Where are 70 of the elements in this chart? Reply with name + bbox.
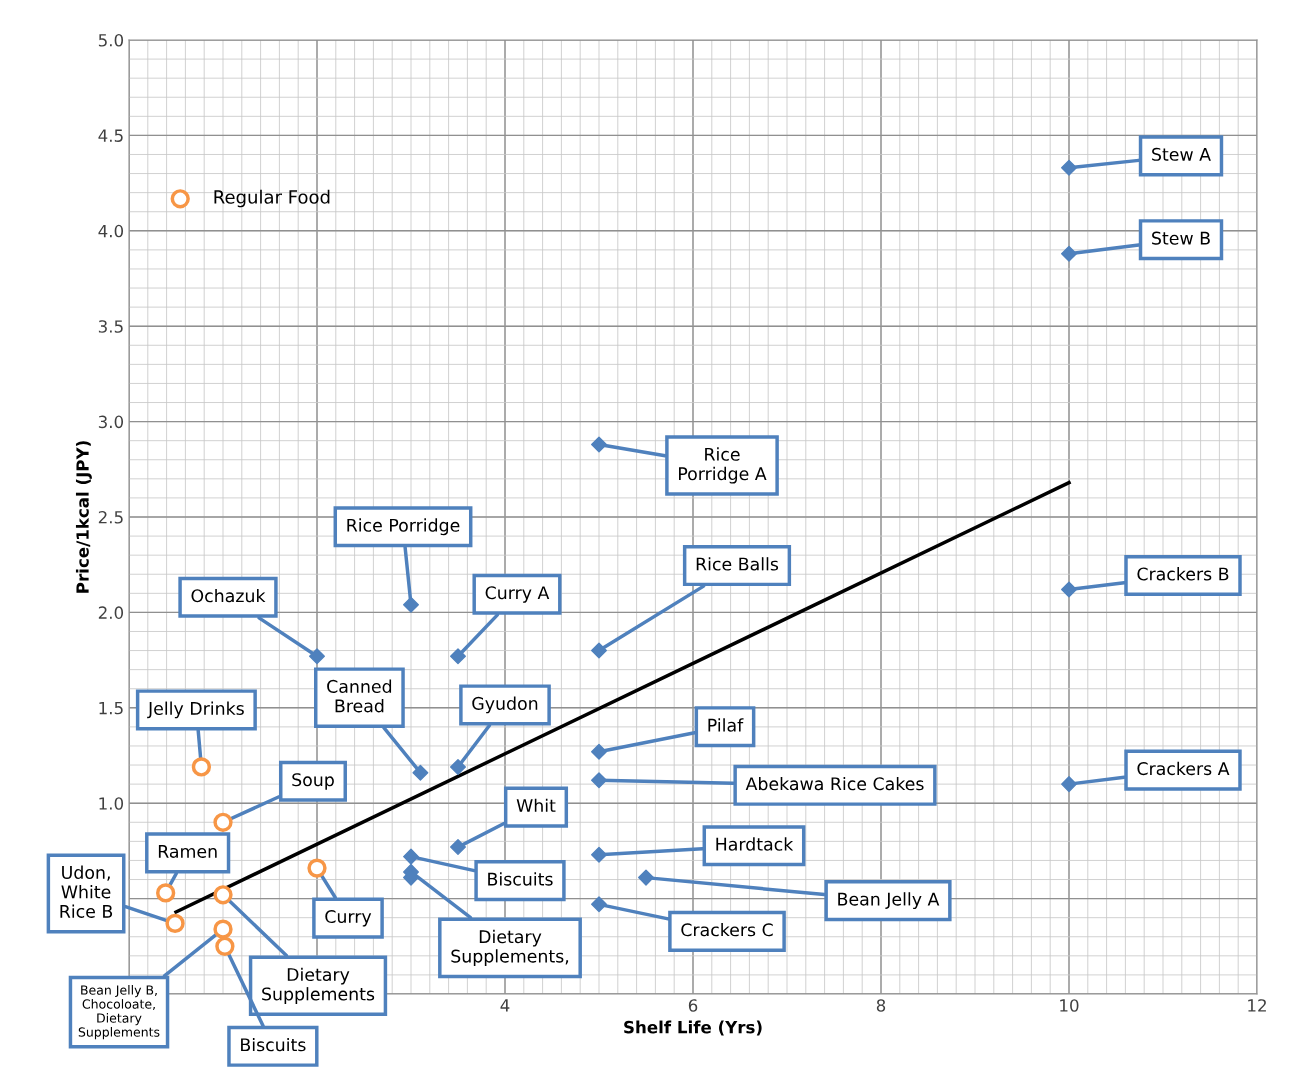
point [215,936,235,956]
point [412,764,429,781]
point [309,648,325,665]
annotation: Crackers B [1137,567,1229,581]
point [307,858,327,878]
annotation: Abekawa Rice Cakes [745,776,924,791]
point [213,812,233,832]
annotation: Crackers C [681,922,773,937]
point [213,919,233,939]
point [591,772,607,789]
annotation: Curry A [485,586,550,603]
annotation: Rice Porridge A [679,447,767,484]
point [591,896,607,913]
annotation: Rice Balls [696,557,779,571]
point [450,758,466,775]
point [213,885,233,905]
annotation: Bean Jelly B, Chocoloate, Dietary Supplements [78,985,160,1040]
annotation: Gyudon [472,696,538,714]
y-tick-label: 3.5 [98,320,123,333]
y-axis-title: Price/1kcal (JPY) [75,441,92,593]
annotation: Ramen [158,845,217,858]
annotation: Rice Porridge [347,518,460,536]
legend-label: Regular Food [214,189,330,208]
y-tick-label: 4.5 [98,129,123,142]
point [591,642,607,659]
point [591,436,607,453]
point [591,743,607,760]
point [450,648,466,665]
point [165,913,185,934]
y-tick-label: 5.0 [98,33,124,47]
annotation: Ochazuk [191,588,266,603]
point [591,846,607,863]
x-axis-title: Shelf Life (Yrs) [624,1020,762,1036]
annotation: Soup [292,773,334,790]
point [1061,159,1077,176]
point [403,848,419,865]
y-tick-label: 1.0 [99,797,124,810]
annotation: Curry [325,909,372,927]
annotation: Stew B [1152,231,1210,245]
y-tick-label: 4.0 [98,224,124,238]
y-tick-label: 2.0 [98,606,124,619]
point [191,757,212,777]
annotation: Crackers A [1137,761,1230,776]
point [1061,245,1077,262]
annotation: Pilaf [708,718,744,732]
annotation: Biscuits [241,1037,306,1052]
x-tick-label: 12 [1248,999,1266,1012]
annotation: Udon, White Rice B [60,865,113,918]
annotation: Dietary Supplements [262,967,375,1004]
point [1061,776,1077,793]
point [1061,581,1077,598]
y-tick-label: 2.5 [98,510,123,524]
point [638,869,654,886]
point [156,883,176,903]
annotation: Biscuits [488,872,553,886]
annotation: Hardtack [716,837,794,851]
x-tick-label: 6 [688,999,698,1012]
x-tick-label: 4 [500,999,510,1012]
annotation: Stew A [1152,147,1211,161]
x-tick-label: 10 [1060,999,1079,1012]
y-tick-label: 3.0 [98,415,124,429]
point [450,839,466,856]
annotation: Bean Jelly A [838,892,940,910]
annotation: Whit [516,798,556,812]
point [403,596,419,613]
y-tick-label: 1.5 [99,701,123,715]
x-tick-label: 8 [876,999,886,1012]
annotation: Canned Bread [327,679,392,713]
annotation: Jelly Drinks [147,701,244,719]
annotation: Dietary Supplements, [451,929,569,967]
